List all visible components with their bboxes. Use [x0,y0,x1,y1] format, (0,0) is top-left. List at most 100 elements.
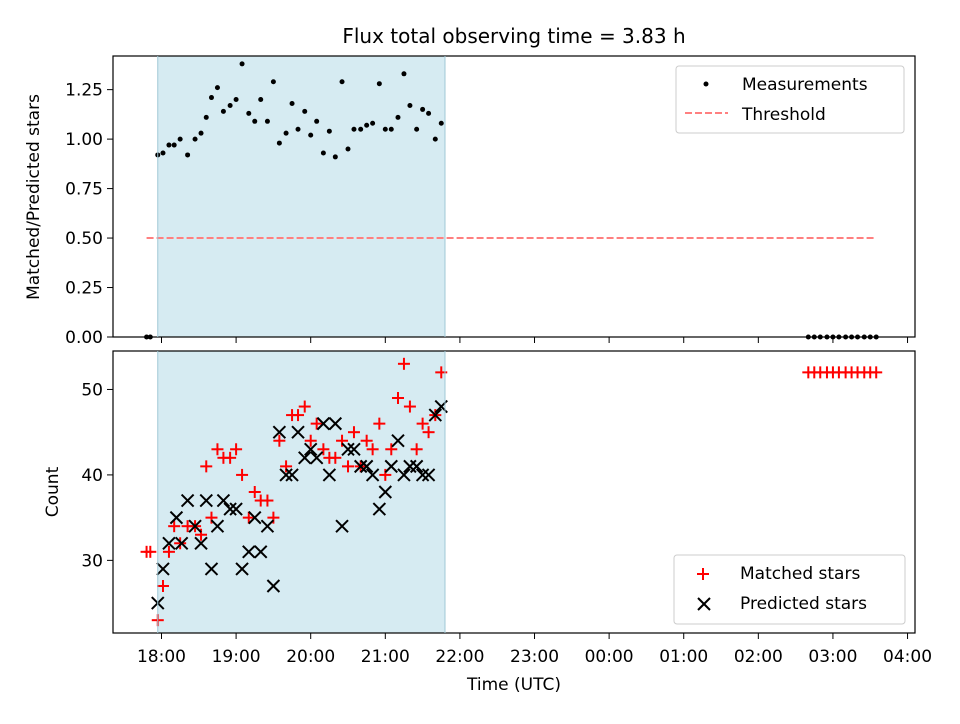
predicted-star-x-b [341,442,355,456]
matched-star-point [205,511,218,524]
measurement-point [198,130,204,136]
top-y-tick-label: 0.50 [65,229,103,249]
measurement-point [432,136,438,142]
predicted-star-point [188,519,202,533]
bottom-plot-marks [140,357,883,627]
predicted-star-point [266,579,281,593]
measurement-point [308,132,314,138]
measurement-point [295,126,301,132]
measurement-point [339,79,345,85]
predicted-star-point [409,459,424,474]
predicted-star-x-b [210,519,225,533]
predicted-star-point [378,485,393,499]
x-tick-label: 20:00 [286,647,335,667]
predicted-star-x-b [199,493,213,508]
predicted-star-point [309,451,324,465]
matched-star-point [347,426,360,439]
predicted-star-point [210,519,225,533]
measurement-point [289,100,295,106]
predicted-star-x-b [372,502,387,516]
predicted-star-x-b [279,468,293,482]
measurement-point [401,71,407,77]
bottom-observing-window [157,351,445,633]
measurement-point [171,142,177,148]
predicted-star-point [285,468,299,482]
predicted-star-x-b [188,519,202,533]
matched-star-point [211,443,224,456]
predicted-star-x-b [174,536,189,550]
top-y-tick-label: 0.75 [65,180,103,200]
predicted-star-x-b [162,536,176,550]
matched-star-point [397,357,410,370]
predicted-star-x-b [378,485,393,499]
matched-star-point [391,392,404,404]
predicted-star-x-b [216,493,231,508]
legend-predicted-marker [697,597,711,611]
top-x-axis-ticks [160,337,909,343]
predicted-star-point [428,408,442,422]
top-y-axis-label: Matched/Predicted stars [24,94,44,300]
predicted-star-x-b [316,416,331,431]
predicted-star-point [359,459,374,474]
matched-star-point [224,451,237,464]
matched-star-point [248,486,261,498]
measurement-point [160,150,166,156]
predicted-star-x-b [223,502,237,516]
predicted-star-x-b [428,408,442,422]
matched-star-point [342,460,355,473]
predicted-star-point [199,493,213,508]
predicted-star-point [365,468,380,482]
predicted-star-x-b [242,545,256,559]
predicted-star-x-b [359,459,374,474]
measurement-point [258,97,264,103]
predicted-star-x-b [254,545,268,559]
matched-star-point [416,417,429,430]
predicted-star-point [303,442,318,456]
predicted-star-point [194,536,208,550]
predicted-star-point [216,493,231,508]
predicted-star-x-b [322,468,337,482]
measurement-point [388,126,394,132]
bottom-x-axis-ticks: 18:00 19:00 20:00 21:00 22:00 23:00 00:00 01:00… [137,633,932,667]
matched-star-point [310,417,323,430]
predicted-star-point [162,536,176,550]
predicted-star-point [415,468,430,482]
measurement-point [203,114,209,120]
measurement-point [351,126,357,132]
measurement-point [270,79,276,85]
chart-title: Flux total observing time = 3.83 h [342,24,685,48]
predicted-star-point [291,425,305,439]
matched-star-point [304,434,317,447]
predicted-star-x-b [156,562,170,576]
matched-star-point [280,460,293,473]
legend-measurements-label: Measurements [742,75,868,95]
measurement-point [185,152,191,158]
matched-star-point [195,528,208,541]
predicted-star-x-b [194,536,208,550]
legend-predicted-label: Predicted stars [740,594,867,614]
measurement-point [426,110,432,116]
measurement-point [208,95,214,101]
predicted-star-x-b [285,468,299,482]
x-tick-label: 21:00 [361,647,410,667]
matched-star-point [422,426,435,439]
measurement-point [345,146,351,152]
predicted-star-x-b [409,459,424,474]
bottom-axes-frame [112,350,916,634]
bottom-y-tick-label: 50 [81,380,103,400]
predicted-star-point [298,451,312,465]
predicted-star-point [174,536,189,550]
measurement-point [302,108,308,114]
measurement-point [220,108,226,114]
predicted-star-point [272,425,287,439]
matched-star-point [366,443,379,456]
predicted-star-x-b [309,451,324,465]
predicted-star-point [341,442,355,456]
predicted-star-x-b [365,468,380,482]
matched-star-point [273,434,286,447]
bottom-y-axis-label: Count [43,466,63,517]
predicted-star-x-b [260,519,275,533]
matched-star-point [403,400,416,413]
matched-star-point [174,537,187,550]
matched-star-point [156,580,169,592]
